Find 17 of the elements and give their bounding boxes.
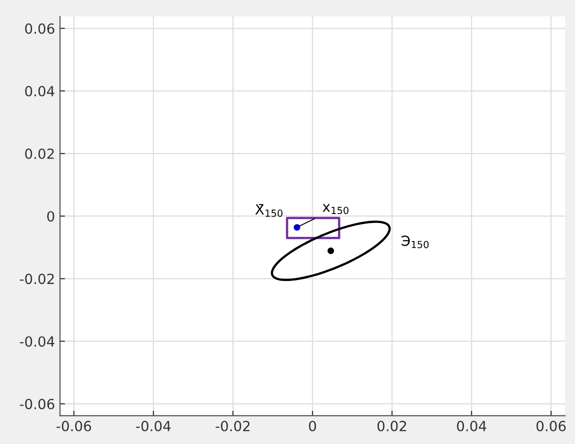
annotation: Э$_{150}$ [402,235,429,248]
annotation: x$_{150}$ [322,204,348,214]
x-tick-label: 0.02 [377,420,406,432]
y-tick-label: -0.04 [20,336,54,347]
x-tick-label: 0.04 [457,420,486,432]
y-tick-label: 0 [47,211,54,222]
y-tick-label: 0.02 [25,148,54,160]
y-tick-label: 0.06 [25,23,54,34]
x-tick-label: -0.06 [56,420,92,432]
x-tick-label: 0 [308,420,316,432]
x-tick-label: 0.06 [536,420,566,432]
y-tick-label: -0.06 [20,398,54,410]
x-tick-label: -0.02 [216,420,250,432]
annotation: X̄$_{150}$ [255,204,282,217]
x-tick-label: -0.04 [136,420,171,432]
y-tick-label: -0.02 [20,274,54,284]
y-tick-label: 0.04 [25,86,54,96]
